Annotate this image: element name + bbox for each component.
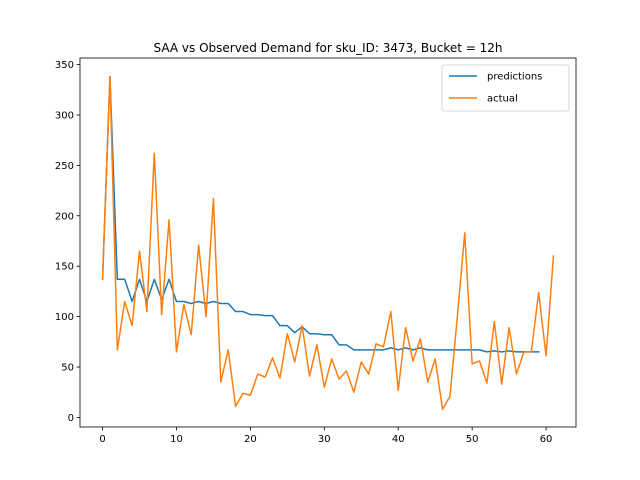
chart-title: SAA vs Observed Demand for sku_ID: 3473,… xyxy=(154,41,503,55)
x-tick-label: 60 xyxy=(540,434,553,445)
x-tick-label: 0 xyxy=(99,434,105,445)
y-tick-label: 150 xyxy=(55,262,74,273)
y-tick-label: 100 xyxy=(55,312,74,323)
y-tick-label: 350 xyxy=(55,60,74,71)
axes-frame xyxy=(79,57,577,428)
axes: 0 10 20 30 40 50 60 0 50 100 150 200 250 300 350 xyxy=(55,57,577,445)
y-tick-label: 0 xyxy=(68,413,74,424)
series-line-predictions xyxy=(101,75,540,353)
y-tick-label: 250 xyxy=(55,161,74,172)
legend: predictions actual xyxy=(441,64,570,112)
y-tick-label: 300 xyxy=(55,110,74,121)
y-tick-label: 200 xyxy=(55,211,74,222)
legend-label-predictions: predictions xyxy=(487,72,542,83)
legend-label-actual: actual xyxy=(487,94,518,105)
series-line-actual xyxy=(101,75,555,411)
y-tick-label: 50 xyxy=(61,363,74,374)
plot-area xyxy=(101,75,555,411)
x-tick-label: 20 xyxy=(244,434,257,445)
x-tick-label: 50 xyxy=(466,434,479,445)
x-tick-label: 10 xyxy=(170,434,183,445)
x-tick-label: 40 xyxy=(392,434,405,445)
x-tick-label: 30 xyxy=(318,434,331,445)
